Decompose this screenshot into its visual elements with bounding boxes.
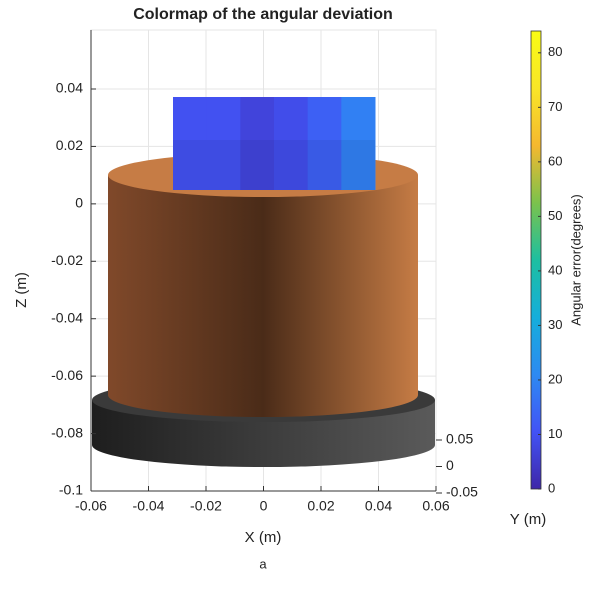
colorbar-tick-label: 0 bbox=[548, 480, 555, 495]
colorbar-tick-label: 50 bbox=[548, 208, 562, 223]
x-tick-label: 0.06 bbox=[422, 498, 449, 514]
x-tick-label: -0.02 bbox=[190, 498, 222, 514]
colorbar-tick-label: 30 bbox=[548, 317, 562, 332]
y-tick-label: -0.05 bbox=[446, 484, 478, 500]
colorbar-label: Angular error(degrees) bbox=[568, 194, 583, 326]
z-axis-label: Z (m) bbox=[13, 272, 30, 308]
z-tick-label: -0.08 bbox=[51, 424, 83, 440]
y-tick-label: 0 bbox=[446, 457, 454, 473]
error-patch bbox=[274, 97, 309, 190]
z-tick-label: -0.06 bbox=[51, 367, 83, 383]
scene bbox=[92, 153, 435, 468]
z-tick-label: 0 bbox=[75, 195, 83, 211]
caption: a bbox=[259, 556, 267, 571]
z-tick-label: -0.04 bbox=[51, 309, 83, 325]
y-axis-label: Y (m) bbox=[510, 511, 546, 528]
colorbar bbox=[530, 30, 542, 490]
colorbar-tick-label: 20 bbox=[548, 371, 562, 386]
block-shade bbox=[173, 140, 375, 190]
block bbox=[173, 97, 376, 190]
cylinder-side bbox=[108, 175, 418, 417]
z-tick-label: 0.02 bbox=[56, 137, 83, 153]
y-tick-label: 0.05 bbox=[446, 431, 473, 447]
error-patch bbox=[173, 97, 208, 190]
colorbar-tick-label: 10 bbox=[548, 426, 562, 441]
chart-title: Colormap of the angular deviation bbox=[133, 6, 393, 23]
error-patch bbox=[341, 97, 376, 190]
x-tick-label: -0.06 bbox=[75, 498, 107, 514]
error-patch bbox=[206, 97, 241, 190]
z-tick-label: -0.02 bbox=[51, 252, 83, 268]
z-tick-label: 0.04 bbox=[56, 80, 83, 96]
x-tick-label: 0.04 bbox=[365, 498, 392, 514]
error-patch bbox=[240, 97, 275, 190]
colorbar-tick-label: 60 bbox=[548, 153, 562, 168]
x-tick-label: -0.04 bbox=[133, 498, 165, 514]
error-patch bbox=[307, 97, 342, 190]
x-tick-label: 0 bbox=[260, 498, 268, 514]
colorbar-tick-label: 40 bbox=[548, 262, 562, 277]
colorbar-tick-label: 80 bbox=[548, 44, 562, 59]
x-tick-label: 0.02 bbox=[307, 498, 334, 514]
colorbar-tick-label: 70 bbox=[548, 99, 562, 114]
z-tick-label: -0.1 bbox=[59, 482, 83, 498]
x-axis-label: X (m) bbox=[245, 529, 282, 546]
